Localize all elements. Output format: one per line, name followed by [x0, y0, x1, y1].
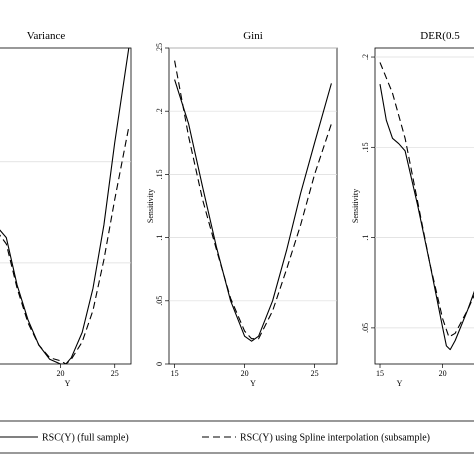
y-tick-label: .05	[361, 323, 370, 333]
panel-title: Variance	[27, 30, 66, 42]
series-line-full-sample	[379, 84, 474, 351]
y-tick-label: .1	[361, 235, 370, 241]
y-tick-label: 0	[155, 362, 164, 366]
x-axis-label: Y	[65, 379, 71, 388]
legend-box	[0, 420, 474, 454]
x-tick-label: 20	[57, 369, 65, 378]
panel-1: 20 25 Y Variance	[0, 30, 132, 388]
panel-title: DER(0.5	[420, 30, 460, 42]
y-tick-label: .1	[155, 235, 164, 241]
y-tick-label: .2	[155, 108, 164, 114]
series-line-full-sample	[0, 48, 130, 364]
series-line-spline-subsample	[0, 126, 130, 364]
y-tick-label: .2	[361, 54, 370, 60]
y-axis-label: Sensitivity	[146, 189, 155, 223]
legend: RSC(Y) (full sample) RSC(Y) using Spline …	[0, 420, 474, 454]
x-tick-label: 15	[376, 369, 384, 378]
panels: 20 25 Y Variance 0 .05 .1 .15 .2 .25 15 20 25 Y Sensit…	[0, 30, 474, 388]
panel-3: .05 .1 .15 .2 15 20 Y Sensitivity DER(0.5	[351, 30, 474, 388]
series-line-full-sample	[174, 79, 332, 342]
panel-title: Gini	[243, 30, 263, 42]
series-line-spline-subsample	[174, 60, 332, 340]
y-axis-label: Sensitivity	[351, 189, 360, 223]
y-tick-label: .25	[155, 43, 164, 53]
x-tick-label: 20	[241, 369, 249, 378]
x-tick-label: 15	[171, 369, 179, 378]
legend-label: RSC(Y) (full sample)	[42, 433, 129, 444]
x-tick-label: 20	[439, 369, 447, 378]
y-tick-label: .15	[155, 169, 164, 179]
y-tick-label: .15	[361, 142, 370, 152]
series-line-spline-subsample	[379, 62, 474, 338]
x-tick-label: 25	[311, 369, 319, 378]
y-tick-label: .05	[155, 296, 164, 306]
plot-frame	[0, 47, 132, 365]
plot-frame	[168, 47, 338, 365]
x-tick-label: 25	[111, 369, 119, 378]
panel-2: 0 .05 .1 .15 .2 .25 15 20 25 Y Sensitivity Gini	[146, 30, 338, 388]
x-axis-label: Y	[250, 379, 256, 388]
legend-label: RSC(Y) using Spline interpolation (subsa…	[240, 433, 430, 444]
plot-frame	[374, 47, 474, 365]
x-axis-label: Y	[397, 379, 403, 388]
